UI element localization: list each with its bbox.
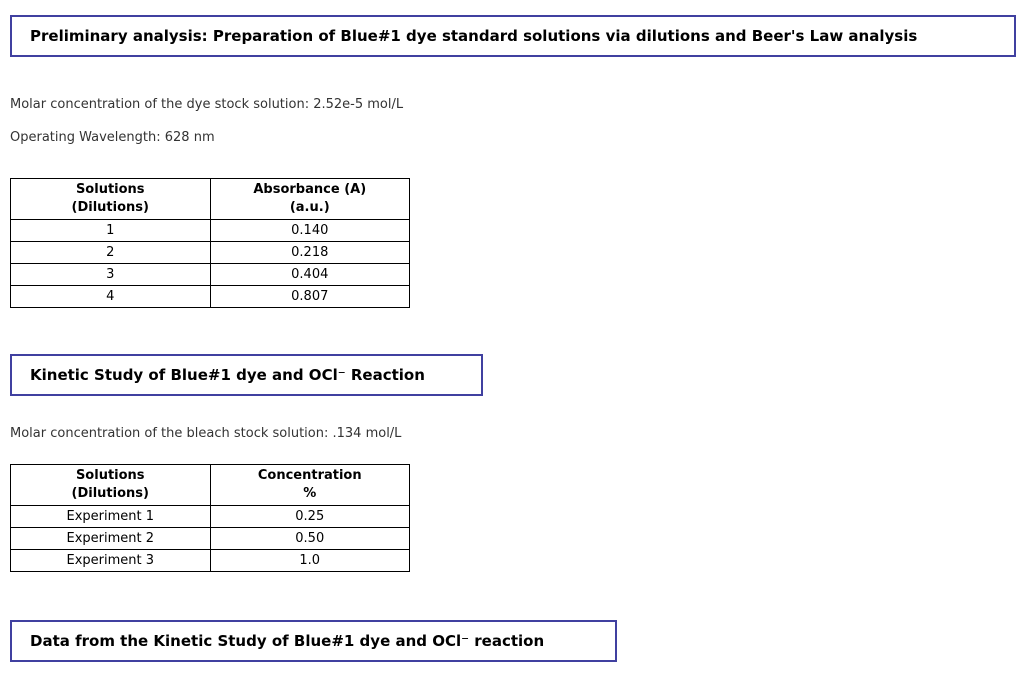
table-row: 4 0.807 [10,285,410,308]
solution-cell: 4 [10,285,211,308]
experiment-cell: Experiment 2 [10,527,211,550]
concentration-table: Solutions (Dilutions) Concentration % Ex… [10,464,410,572]
section1-title-box: Preliminary analysis: Preparation of Blu… [10,15,1016,57]
absorbance-cell: 0.218 [209,241,410,264]
header-line: (Dilutions) [71,486,149,501]
concentration-cell: 0.25 [209,505,410,528]
solution-cell: 3 [10,263,211,286]
concentration-cell: 0.50 [209,527,410,550]
experiment-cell: Experiment 3 [10,549,211,572]
header-line: Absorbance (A) [253,182,367,197]
table-row: 1 0.140 [10,219,410,242]
header-line: Solutions [75,182,145,197]
absorbance-cell: 0.140 [209,219,410,242]
header-line: (Dilutions) [71,200,149,215]
header-line: Concentration [257,468,362,483]
absorbance-table: Solutions (Dilutions) Absorbance (A) (a.… [10,178,410,308]
section3-title-box: Data from the Kinetic Study of Blue#1 dy… [10,620,617,662]
table-row: 2 0.218 [10,241,410,264]
dye-stock-concentration-text: Molar concentration of the dye stock sol… [10,97,404,112]
section2-title: Kinetic Study of Blue#1 dye and OCl⁻ Rea… [30,366,425,384]
header-line: (a.u.) [289,200,330,215]
table-row: Experiment 3 1.0 [10,549,410,572]
experiment-cell: Experiment 1 [10,505,211,528]
operating-wavelength-text: Operating Wavelength: 628 nm [10,130,215,145]
table-row: Experiment 1 0.25 [10,505,410,528]
absorbance-table-header-row: Solutions (Dilutions) Absorbance (A) (a.… [10,178,410,220]
section3-title: Data from the Kinetic Study of Blue#1 dy… [30,632,545,650]
bleach-stock-concentration-text: Molar concentration of the bleach stock … [10,426,402,441]
section1-title: Preliminary analysis: Preparation of Blu… [30,27,918,45]
solution-cell: 1 [10,219,211,242]
absorbance-cell: 0.807 [209,285,410,308]
concentration-table-header-row: Solutions (Dilutions) Concentration % [10,464,410,506]
header-line: % [303,486,317,501]
column-header-solutions: Solutions (Dilutions) [10,464,211,506]
section2-title-box: Kinetic Study of Blue#1 dye and OCl⁻ Rea… [10,354,483,396]
header-line: Solutions [75,468,145,483]
table-row: Experiment 2 0.50 [10,527,410,550]
absorbance-cell: 0.404 [209,263,410,286]
column-header-concentration: Concentration % [209,464,410,506]
concentration-cell: 1.0 [209,549,410,572]
column-header-absorbance: Absorbance (A) (a.u.) [209,178,410,220]
solution-cell: 2 [10,241,211,264]
table-row: 3 0.404 [10,263,410,286]
column-header-solutions: Solutions (Dilutions) [10,178,211,220]
